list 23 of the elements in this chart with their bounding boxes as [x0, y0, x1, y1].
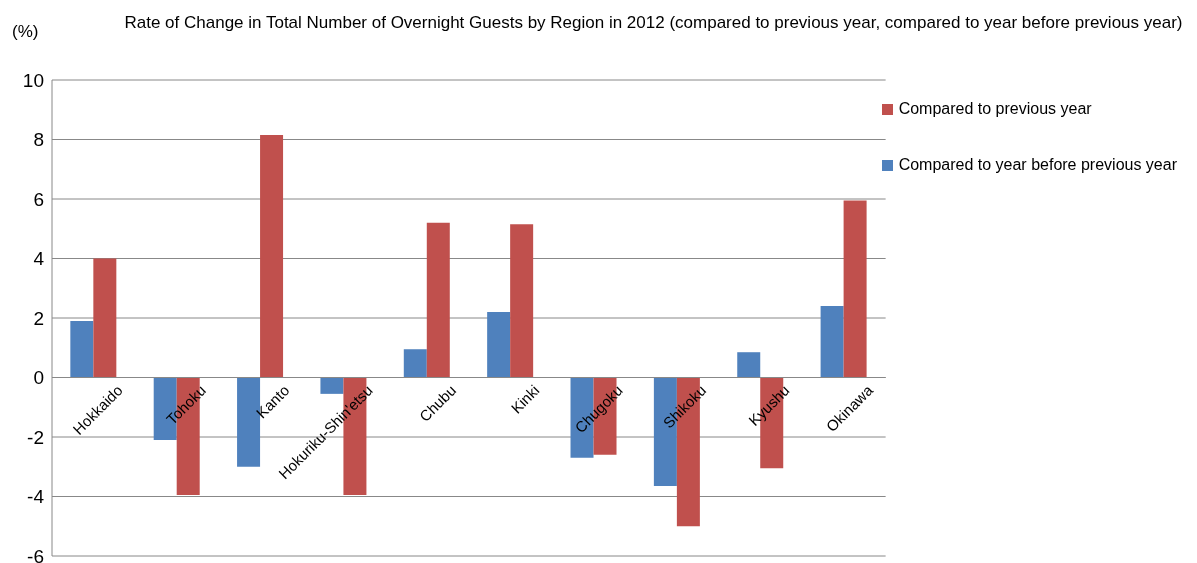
y-tick-label: 2 [33, 307, 44, 329]
legend-label: Compared to previous year [898, 100, 1092, 118]
bar [426, 222, 450, 378]
legend-label: Compared to year before previous year [898, 156, 1177, 174]
y-tick-label: 4 [33, 248, 45, 270]
bar [487, 312, 511, 378]
y-tick-label: -2 [27, 426, 44, 448]
bar [510, 224, 534, 378]
y-tick-label: 6 [33, 188, 44, 210]
bar [820, 306, 844, 378]
y-tick-label: 0 [33, 367, 44, 389]
y-tick-label: 10 [22, 69, 44, 91]
bar [737, 352, 761, 378]
bar [403, 349, 427, 378]
y-tick-label: -6 [27, 545, 44, 563]
bar [93, 258, 117, 378]
y-tick-label: 8 [33, 129, 44, 151]
bar [260, 135, 284, 378]
bar [70, 320, 94, 378]
chart-title: Rate of Change in Total Number of Overnight Guests by Region in 2012 (compared to previous year, compared to year before previous year) [123, 12, 1184, 34]
y-axis-title: (%) [12, 22, 39, 42]
bar [843, 200, 867, 378]
y-tick-label: -4 [27, 486, 45, 508]
